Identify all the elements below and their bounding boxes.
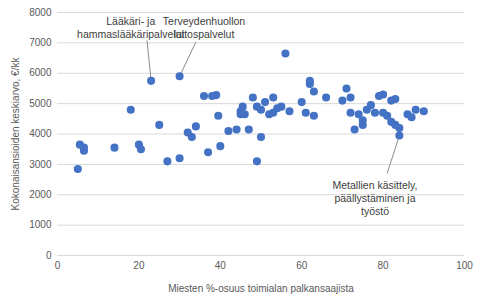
svg-text:40: 40 (215, 260, 227, 271)
svg-text:100: 100 (456, 260, 473, 271)
svg-text:0: 0 (46, 250, 52, 261)
svg-text:5000: 5000 (29, 98, 52, 109)
html-text:Lääkäri- ja: Lääkäri- ja (106, 15, 156, 28)
svg-text:8000: 8000 (29, 7, 52, 18)
svg-text:7000: 7000 (29, 37, 52, 48)
svg-text:3000: 3000 (29, 159, 52, 170)
svg-text:80: 80 (378, 260, 390, 271)
svg-text:4000: 4000 (29, 128, 52, 139)
svg-text:20: 20 (133, 260, 145, 271)
svg-text:Miesten %-osuus toimialan palk: Miesten %-osuus toimialan palkansaajista (168, 283, 354, 294)
svg-text:2000: 2000 (29, 189, 52, 200)
svg-text:0: 0 (55, 260, 61, 271)
html-text:hammaslääkäripalvelut: hammaslääkäripalvelut (77, 28, 185, 41)
svg-text:Terveydenhuollonlaitospalvelut: Terveydenhuollonlaitospalvelut (163, 15, 245, 40)
svg-text:Kokonaisansioiden keskiarvo, €: Kokonaisansioiden keskiarvo, €/kk (10, 57, 21, 211)
svg-text:1000: 1000 (29, 219, 52, 230)
svg-text:60: 60 (296, 260, 308, 271)
svg-text:Metallien käsittely,päällystäm: Metallien käsittely,päällystäminen jatyö… (332, 179, 417, 217)
svg-text:6000: 6000 (29, 67, 52, 78)
